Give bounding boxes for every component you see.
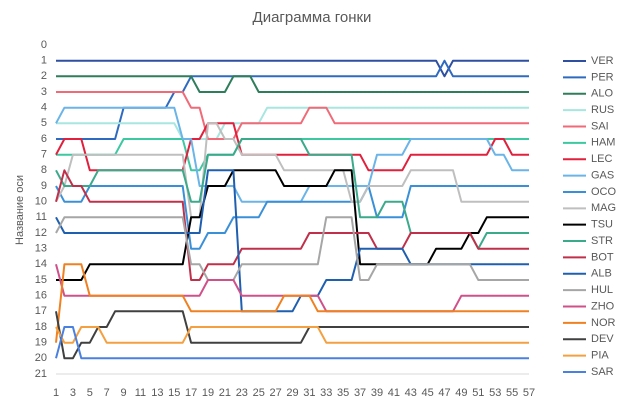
legend-label: LEC [591, 153, 612, 165]
series-line [55, 122, 529, 219]
legend-label: MAG [591, 202, 616, 214]
legend-label: SAR [591, 366, 614, 378]
y-tick-label: 9 [41, 180, 47, 192]
chart-title: Диаграмма гонки [253, 9, 372, 26]
y-tick-label: 5 [41, 117, 47, 129]
legend-label: NOR [591, 317, 616, 329]
y-tick-label: 20 [35, 352, 47, 364]
legend-label: PIA [591, 350, 609, 362]
x-tick-label: 45 [422, 387, 434, 399]
x-tick-label: 17 [185, 387, 197, 399]
y-tick-label: 6 [41, 133, 47, 145]
y-tick-label: 15 [35, 274, 47, 286]
y-tick-label: 2 [41, 70, 47, 82]
y-tick-label: 4 [41, 102, 47, 114]
series-line [56, 91, 529, 140]
y-tick-label: 11 [36, 211, 47, 223]
x-tick-label: 23 [236, 387, 248, 399]
series-line [55, 185, 529, 250]
legend-label: PER [591, 71, 614, 83]
y-tick-label: 1 [41, 55, 47, 67]
y-tick-label: 10 [35, 196, 47, 208]
x-tick-label: 21 [219, 387, 231, 399]
x-tick-label: 13 [151, 387, 163, 399]
series-line [56, 59, 529, 78]
x-tick-label: 1 [53, 387, 59, 399]
y-axis-title: Название оси [14, 175, 26, 245]
x-tick-label: 51 [472, 387, 484, 399]
series-line [55, 169, 529, 281]
series-line [56, 106, 529, 140]
legend-label: HAM [591, 137, 615, 149]
x-tick-label: 9 [121, 387, 127, 399]
y-tick-label: 8 [41, 164, 47, 176]
y-tick-label: 7 [41, 149, 47, 161]
x-tick-label: 31 [303, 387, 315, 399]
x-tick-label: 15 [168, 387, 180, 399]
series-line [55, 310, 529, 360]
x-tick-label: 27 [269, 387, 281, 399]
x-tick-label: 25 [253, 387, 265, 399]
series-line [56, 75, 529, 93]
x-tick-label: 29 [286, 387, 298, 399]
x-tick-label: 5 [87, 387, 93, 399]
x-tick-label: 3 [70, 387, 76, 399]
x-tick-label: 19 [202, 387, 214, 399]
x-tick-label: 33 [320, 387, 332, 399]
legend-label: ZHO [591, 300, 615, 312]
series-line [56, 59, 529, 140]
legend-label: RUS [591, 104, 614, 116]
x-tick-label: 7 [104, 387, 110, 399]
x-tick-label: 57 [523, 387, 535, 399]
series-line [55, 264, 529, 313]
legend-label: GAS [591, 169, 614, 181]
legend-label: ALB [591, 268, 612, 280]
x-tick-label: 35 [337, 387, 349, 399]
legend-label: DEV [591, 333, 614, 345]
legend-label: TSU [591, 219, 613, 231]
series-line [55, 263, 529, 343]
y-tick-label: 0 [41, 39, 47, 51]
y-tick-label: 21 [35, 368, 47, 380]
series-line [55, 326, 529, 344]
series-line [56, 169, 529, 281]
y-tick-label: 12 [35, 227, 47, 239]
series-line [55, 326, 529, 360]
x-tick-label: 41 [388, 387, 400, 399]
y-tick-label: 19 [35, 337, 47, 349]
y-tick-label: 13 [35, 243, 47, 255]
legend-label: VER [591, 55, 614, 67]
y-tick-label: 17 [35, 305, 47, 317]
legend-label: SAI [591, 120, 609, 132]
x-tick-label: 11 [135, 387, 146, 399]
series-line [55, 122, 529, 172]
x-tick-label: 37 [354, 387, 366, 399]
series-line [55, 216, 529, 281]
x-tick-label: 39 [371, 387, 383, 399]
legend-label: ALO [591, 88, 613, 100]
legend-label: BOT [591, 251, 614, 263]
x-tick-label: 55 [506, 387, 518, 399]
x-tick-label: 49 [455, 387, 467, 399]
x-tick-label: 53 [489, 387, 501, 399]
y-tick-label: 16 [35, 290, 47, 302]
y-tick-label: 3 [41, 86, 47, 98]
legend-label: HUL [591, 284, 613, 296]
x-tick-label: 43 [405, 387, 417, 399]
x-tick-label: 47 [438, 387, 450, 399]
legend-label: STR [591, 235, 613, 247]
y-tick-label: 18 [35, 321, 47, 333]
legend-label: OCO [591, 186, 617, 198]
y-tick-label: 14 [35, 258, 47, 270]
